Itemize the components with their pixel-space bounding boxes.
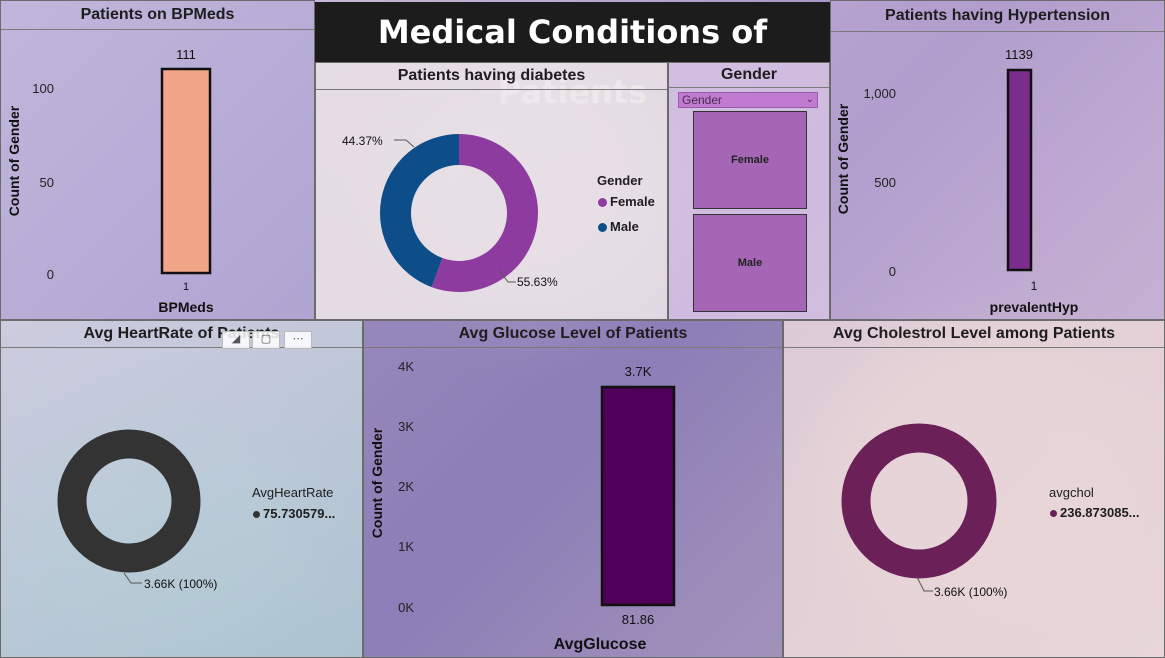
glucose-tick: 4K [398,359,414,374]
diabetes-panel: Patients having diabetes 44.37% 55.63% G… [315,62,668,320]
hypertension-bar[interactable] [1006,68,1033,272]
leader-line [916,576,933,592]
legend-male-label: Male [610,219,639,234]
hypertension-tick: 0 [889,264,896,279]
glucose-panel: Avg Glucose Level of Patients Count of G… [363,320,783,658]
diabetes-male-pct: 44.37% [342,134,383,148]
hypertension-panel: Patients having Hypertension Count of Ge… [830,0,1165,320]
hypertension-data-label: 1139 [1005,47,1033,62]
diabetes-chart: 44.37% 55.63% [342,134,558,292]
diabetes-legend-title: Gender [597,173,643,188]
diabetes-female-pct: 55.63% [517,275,558,289]
cholesterol-legend-title: avgchol [1049,485,1094,500]
bpmeds-panel: Patients on BPMeds Count of Gender 100 5… [0,0,315,320]
leader-line [123,572,142,584]
diabetes-slice-female[interactable] [431,134,538,292]
glucose-tick: 2K [398,479,414,494]
circle-icon [253,511,260,519]
glucose-chart: Count of Gender 4K 3K 2K 1K 0K 3.7K 81.8… [369,359,676,653]
male-dot-icon [598,223,607,233]
legend-heartrate-value: 75.730579... [263,506,336,521]
slicer-option-female[interactable]: Female [693,111,807,209]
hypertension-tick: 1,000 [863,86,896,101]
bpmeds-tick: 100 [32,81,54,96]
legend-heartrate[interactable]: 75.730579... [253,506,335,521]
cholesterol-ring[interactable] [841,423,997,579]
circle-icon [1050,510,1057,518]
bpmeds-bar[interactable] [160,67,212,275]
glucose-data-label: 3.7K [625,364,652,379]
leader-line [394,139,415,148]
glucose-tick: 3K [398,419,414,434]
glucose-xlabel: AvgGlucose [554,636,647,653]
cholesterol-panel: Avg Cholestrol Level among Patients 3.66… [783,320,1165,658]
heartrate-panel: Avg HeartRate of Patients 3.66K (100%) A… [0,320,363,658]
bpmeds-data-label: 111 [176,47,196,62]
gender-dropdown-label: Gender [682,93,723,107]
more-options-icon[interactable]: ⋯ [284,331,312,349]
bpmeds-ylabel: Count of Gender [6,105,22,216]
hypertension-chart: Count of Gender 1,000 500 0 1139 1 preva… [835,47,1079,315]
filter-icon[interactable]: ◢ [222,331,250,349]
legend-male[interactable]: Male [598,219,639,234]
hypertension-category-label: 1 [1031,279,1038,293]
glucose-title: Avg Glucose Level of Patients [364,321,782,348]
bpmeds-tick: 0 [47,267,54,282]
bpmeds-title: Patients on BPMeds [1,1,314,30]
slicer-option-label: Male [737,257,763,269]
slicer-option-label: Female [731,154,769,166]
gender-slicer-title: Gender [669,63,829,88]
glucose-tick: 1K [398,539,414,554]
legend-female-label: Female [610,194,655,209]
bpmeds-chart: Count of Gender 100 50 0 111 1 BPMeds [6,47,214,315]
slicer-option-male[interactable]: Male [693,214,807,312]
heartrate-ring-label: 3.66K (100%) [144,577,217,591]
hypertension-tick: 500 [874,175,896,190]
cholesterol-ring-label: 3.66K (100%) [934,585,1007,599]
bpmeds-tick: 50 [40,175,54,190]
diabetes-slice-male[interactable] [379,134,459,288]
female-dot-icon [598,198,607,208]
legend-cholesterol[interactable]: 236.873085... [1050,505,1140,520]
cholesterol-chart: 3.66K (100%) [841,423,1007,599]
hypertension-xlabel: prevalentHyp [990,299,1079,315]
hypertension-ylabel: Count of Gender [835,103,851,214]
chevron-down-icon: ⌄ [805,94,814,105]
dashboard-title: Medical Conditions of Patients [315,2,830,111]
glucose-tick: 0K [398,600,414,615]
bpmeds-category-label: 1 [183,281,189,293]
glucose-bar[interactable] [600,385,676,607]
bpmeds-xlabel: BPMeds [158,299,213,315]
legend-cholesterol-value: 236.873085... [1060,505,1140,520]
heartrate-chart: 3.66K (100%) [57,429,217,591]
heartrate-legend-title: AvgHeartRate [252,485,334,500]
legend-female[interactable]: Female [598,194,655,209]
glucose-category-label: 81.86 [622,612,655,627]
glucose-ylabel: Count of Gender [369,427,385,538]
diabetes-title: Patients having diabetes [316,63,667,90]
cholesterol-title: Avg Cholestrol Level among Patients [784,321,1164,348]
heartrate-ring[interactable] [57,429,201,573]
focus-mode-icon[interactable]: ▢ [252,331,280,349]
hypertension-title: Patients having Hypertension [831,1,1164,32]
leader-line [498,269,516,283]
gender-dropdown[interactable]: Gender ⌄ [678,92,818,108]
